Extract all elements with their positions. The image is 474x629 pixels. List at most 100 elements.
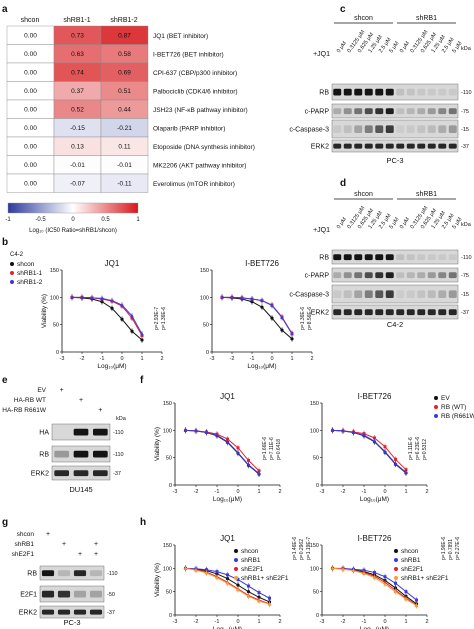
blot-band xyxy=(333,125,342,133)
blot-band xyxy=(375,290,384,298)
blot-strip xyxy=(331,284,459,304)
blot-band xyxy=(364,108,373,115)
data-point xyxy=(120,317,124,321)
x-tick-label: 0 xyxy=(270,356,273,362)
colorbar-label: Log₁₀ (IC50 Ratio=shRB1/shcon) xyxy=(29,228,117,234)
data-point xyxy=(204,430,209,434)
data-point xyxy=(257,591,261,595)
heatmap-row: 0.00 -0.01 -0.01 MK2206 (AKT pathway inhibi… xyxy=(6,155,246,175)
data-point xyxy=(80,295,84,299)
blot-band xyxy=(343,254,352,261)
data-point xyxy=(404,590,408,594)
blot-cell-line-label: DU145 xyxy=(69,485,92,494)
legend-marker xyxy=(394,549,398,553)
panel-label-b: b xyxy=(2,237,8,248)
legend-label: shRB1 xyxy=(401,557,421,564)
blot-band xyxy=(417,125,426,133)
legend-label: shRB1+ shE2F1 xyxy=(241,575,289,582)
data-point xyxy=(383,575,387,579)
y-axis-label: Viability (%) xyxy=(41,294,48,328)
panel-label-g: g xyxy=(2,517,8,528)
data-point xyxy=(415,598,418,602)
x-tick-label: -2 xyxy=(341,489,346,495)
blot-band xyxy=(333,143,342,149)
data-point xyxy=(414,603,419,608)
blot-cell-line-label: PC-3 xyxy=(63,618,80,627)
x-axis-label: Log₁₀(μM) xyxy=(213,496,242,503)
p-value-label: p=1.11E-6 xyxy=(408,437,414,460)
data-point xyxy=(225,577,230,581)
blot-band xyxy=(406,272,415,279)
data-point xyxy=(280,328,284,332)
y-tick-label: 0 xyxy=(56,350,59,356)
blot-band xyxy=(364,272,373,279)
x-tick-label: -2 xyxy=(194,619,199,625)
blot-band xyxy=(364,125,373,133)
series-line xyxy=(221,296,293,340)
blot-band xyxy=(92,470,108,477)
blot-band xyxy=(417,272,426,279)
heatmap-cell-value: 0.37 xyxy=(71,88,84,95)
blot-condition-label: HA-RB WT xyxy=(14,397,46,404)
y-tick-label: 50 xyxy=(166,590,172,596)
blot-kda-label: kDa xyxy=(461,46,472,52)
data-point xyxy=(257,599,261,603)
x-tick-label: 2 xyxy=(278,489,281,495)
blot-band xyxy=(427,272,436,279)
legend-marker xyxy=(234,549,238,553)
blot-band xyxy=(406,309,415,316)
blot-band xyxy=(438,309,447,316)
heatmap-row-label: Everolimus (mTOR inhibitor) xyxy=(153,181,235,188)
blot-band xyxy=(333,254,342,261)
blot-band xyxy=(364,309,373,316)
data-point xyxy=(290,331,294,336)
blot-band xyxy=(343,88,352,96)
legend-marker xyxy=(434,405,438,409)
y-tick-label: 100 xyxy=(163,428,172,434)
blot-band xyxy=(92,428,108,436)
blot-band xyxy=(333,108,342,115)
blot-band xyxy=(385,309,394,316)
blot-band xyxy=(438,290,447,298)
data-point xyxy=(140,338,144,342)
p-value-label: p=2.27E-6 xyxy=(455,537,461,560)
heatmap-cell-value: -0.11 xyxy=(117,181,132,188)
blot-group-label: shcon xyxy=(354,15,373,22)
data-point xyxy=(383,582,387,586)
heatmap-cell-value: 0.51 xyxy=(118,88,131,95)
chart-title: I-BET726 xyxy=(358,534,392,543)
data-point xyxy=(372,439,377,443)
blot-band xyxy=(375,88,384,96)
blot-band xyxy=(385,272,394,279)
blot-band xyxy=(333,290,342,298)
legend-label: shcon xyxy=(241,548,259,555)
blot-band xyxy=(354,88,363,96)
data-point xyxy=(373,436,376,440)
data-point xyxy=(362,433,366,437)
blot-band xyxy=(396,272,405,279)
blot-band xyxy=(375,309,384,316)
blot-band xyxy=(427,143,436,149)
legend-label: shcon xyxy=(17,261,35,268)
blot-band xyxy=(89,590,103,598)
data-point xyxy=(260,305,264,309)
blot-band xyxy=(375,272,384,279)
x-tick-label: 0 xyxy=(120,356,123,362)
data-point xyxy=(393,589,398,594)
blot-band xyxy=(417,309,426,316)
blot-strip xyxy=(331,83,459,101)
data-point xyxy=(247,458,250,462)
heatmap-cell-value: -0.07 xyxy=(70,181,85,188)
blot-kda-label: -37 xyxy=(461,144,469,150)
blot-band xyxy=(448,290,457,298)
heatmap-row-label: CPI-637 (CBP/p300 inhibitor) xyxy=(153,70,237,77)
data-point xyxy=(341,567,345,571)
heatmap-cell-value: 0.73 xyxy=(71,33,84,40)
y-tick-label: 50 xyxy=(203,323,209,329)
legend-label: shE2F1 xyxy=(401,566,424,573)
p-value-label: p=2.93E-7 xyxy=(154,307,160,330)
x-tick-label: 1 xyxy=(257,489,260,495)
blot-band xyxy=(92,450,108,458)
blot-treatment-label: +JQ1 xyxy=(313,51,330,58)
